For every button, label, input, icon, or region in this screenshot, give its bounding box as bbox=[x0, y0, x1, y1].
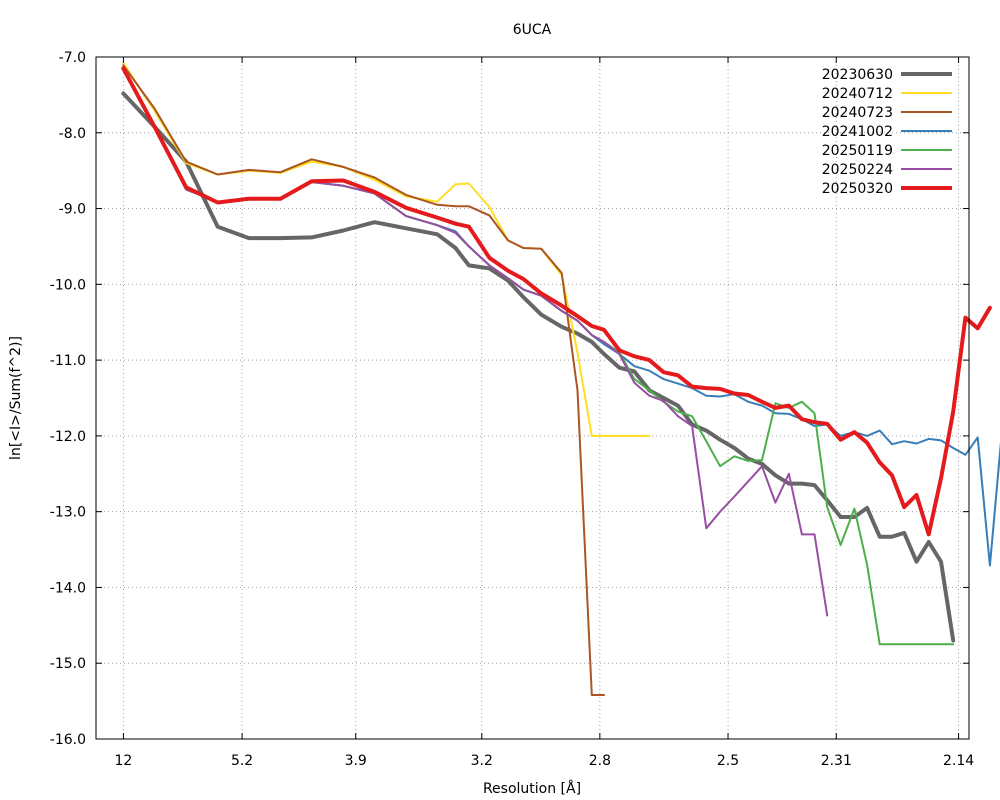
x-tick-label: 12 bbox=[115, 753, 133, 769]
y-tick-label: -7.0 bbox=[59, 50, 86, 66]
y-tick-label: -14.0 bbox=[50, 580, 86, 596]
x-tick-label: 5.2 bbox=[231, 753, 253, 769]
legend-label: 20241002 bbox=[822, 124, 893, 140]
y-tick-label: -12.0 bbox=[50, 429, 86, 445]
y-tick-label: -11.0 bbox=[50, 353, 86, 369]
axis-ticks bbox=[96, 56, 969, 740]
x-axis-label: Resolution [Å] bbox=[483, 780, 581, 797]
legend-label: 20250119 bbox=[822, 143, 893, 159]
series-line-20240712 bbox=[122, 62, 651, 437]
x-tick-label: 3.9 bbox=[345, 753, 367, 769]
x-tick-label: 2.5 bbox=[717, 753, 739, 769]
y-tick-label: -15.0 bbox=[50, 656, 86, 672]
x-tick-labels: 12 5.2 3.9 3.2 2.8 2.5 2.31 2.14 bbox=[115, 753, 975, 769]
x-tick-label: 2.14 bbox=[943, 753, 974, 769]
legend-label: 20230630 bbox=[822, 67, 893, 83]
legend-label: 20250224 bbox=[822, 162, 893, 178]
y-axis-label: ln[<I>/Sum(f^2)] bbox=[8, 336, 24, 460]
y-tick-label: -13.0 bbox=[50, 505, 86, 521]
y-tick-labels: -7.0 -8.0 -9.0 -10.0 -11.0 -12.0 -13.0 -14.0 -15… bbox=[50, 50, 86, 748]
y-tick-label: -8.0 bbox=[59, 126, 86, 142]
y-tick-label: -10.0 bbox=[50, 277, 86, 293]
legend-label: 20240712 bbox=[822, 86, 893, 102]
x-tick-label: 2.8 bbox=[589, 753, 611, 769]
series-lines bbox=[121, 62, 1000, 696]
grid-lines bbox=[96, 56, 969, 740]
legend-label: 20250320 bbox=[822, 181, 893, 197]
plot-frame bbox=[95, 56, 970, 740]
legend: 20230630 20240712 20240723 20241002 20250119… bbox=[822, 67, 952, 197]
series-line-20250224 bbox=[122, 67, 829, 617]
y-tick-label: -16.0 bbox=[50, 732, 86, 748]
chart-title: 6UCA bbox=[513, 22, 552, 38]
series-line-20240723 bbox=[122, 64, 605, 696]
y-tick-label: -9.0 bbox=[59, 202, 86, 218]
x-tick-label: 2.31 bbox=[821, 753, 852, 769]
x-tick-label: 3.2 bbox=[471, 753, 493, 769]
legend-label: 20240723 bbox=[822, 105, 893, 121]
series-line-20250320 bbox=[121, 66, 992, 537]
